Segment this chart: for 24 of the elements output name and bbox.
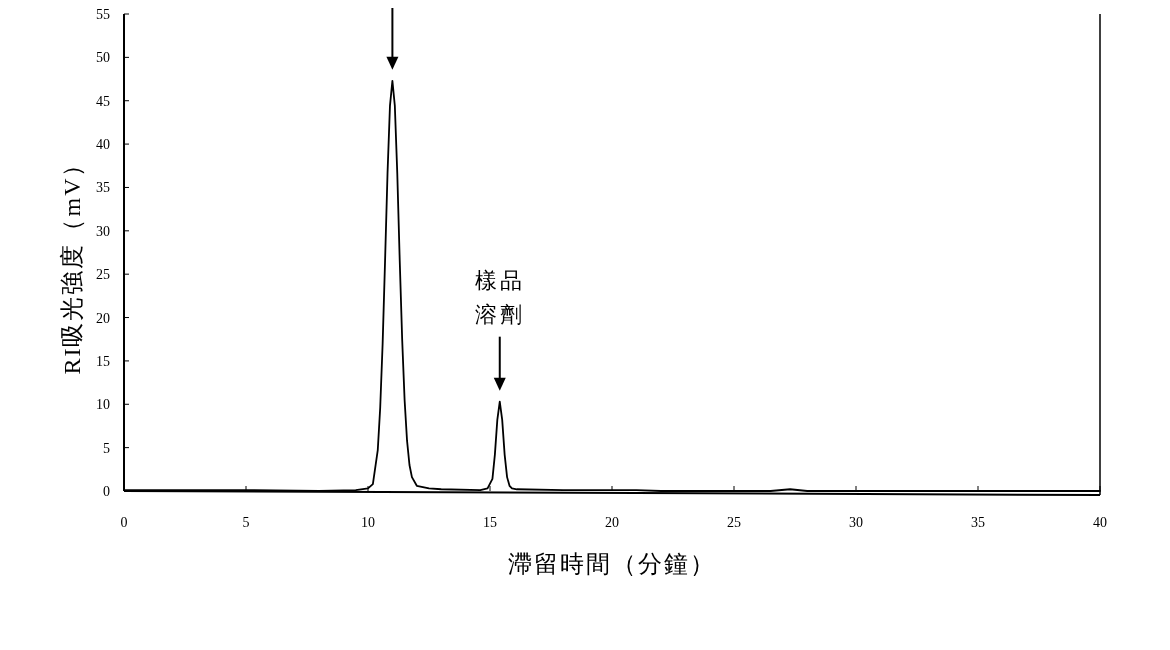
- x-tick-label: 30: [849, 515, 863, 530]
- x-tick-label: 15: [483, 515, 497, 530]
- x-tick-label: 10: [361, 515, 375, 530]
- y-tick-label: 40: [96, 137, 110, 153]
- y-tick-label: 35: [96, 180, 110, 196]
- y-tick-label: 20: [96, 310, 110, 326]
- x-tick-label: 40: [1093, 515, 1107, 530]
- y-tick-label: 0: [103, 484, 110, 499]
- y-tick-label: 5: [103, 440, 110, 456]
- x-axis-title: 滯留時間（分鐘）: [508, 551, 716, 577]
- y-tick-label: 10: [96, 397, 110, 413]
- y-tick-label: 30: [96, 223, 110, 239]
- y-tick-label: 25: [96, 267, 110, 283]
- x-tick-label: 20: [605, 515, 619, 530]
- y-tick-label: 15: [96, 353, 110, 369]
- y-axis-title: RI吸光強度（mV）: [59, 150, 85, 375]
- x-tick-label: 5: [242, 515, 250, 530]
- y-tick-label: 55: [96, 7, 110, 22]
- x-tick-label: 25: [727, 515, 741, 530]
- y-tick-label: 50: [96, 50, 110, 66]
- y-tick-label: 45: [96, 93, 110, 109]
- annotation: 樣品溶劑: [474, 267, 525, 327]
- x-tick-label: 0: [120, 515, 128, 530]
- x-tick-label: 35: [971, 515, 985, 530]
